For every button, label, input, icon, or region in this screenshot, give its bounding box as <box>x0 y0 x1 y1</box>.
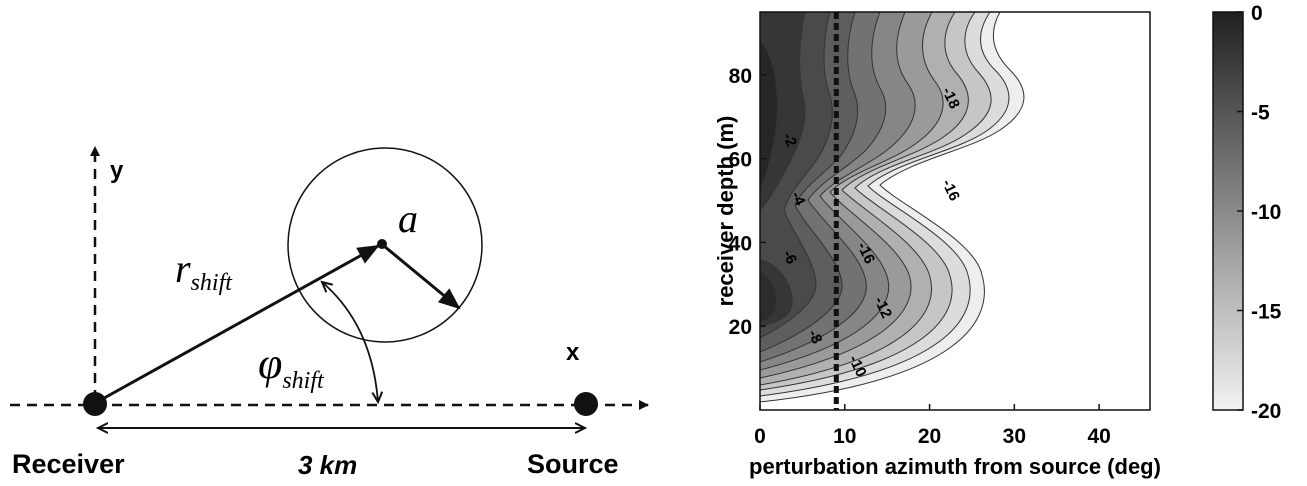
x-ticks: 0 10 20 30 40 <box>754 404 1111 448</box>
phi-shift-label: φshift <box>258 339 325 394</box>
contour-label: -2 <box>779 130 800 149</box>
r-subscript: shift <box>191 270 234 296</box>
contour-label: -6 <box>779 248 800 267</box>
x-axis-label: x <box>566 339 580 366</box>
contour-label: -8 <box>804 327 825 346</box>
contour-core-bottom <box>760 271 777 323</box>
y-axis-label: y <box>110 157 124 184</box>
perturbation-circle <box>287 147 483 343</box>
distance-label: 3 km <box>298 450 357 480</box>
x-axis-title: perturbation azimuth from source (deg) <box>749 454 1161 479</box>
receiver-label: Receiver <box>12 449 125 479</box>
source-label: Source <box>527 449 619 479</box>
colorbar-tick-label: -20 <box>1251 400 1281 423</box>
radius-arrow <box>383 244 461 310</box>
y-tick-label: 80 <box>729 65 752 88</box>
radius-label: a <box>398 196 418 241</box>
y-ticks: 20 40 60 80 <box>729 65 766 339</box>
x-tick-label: 30 <box>1003 425 1026 448</box>
contour-plot: -2-4-6-8-10-12-16-16-18 0 10 20 30 40 204060… <box>713 2 1282 479</box>
colorbar-tick-label: -5 <box>1251 102 1270 125</box>
y-tick-label: 40 <box>729 232 752 255</box>
colorbar-tick-label: 0 <box>1251 2 1263 25</box>
colorbar-tick-label: -10 <box>1251 201 1281 224</box>
contour-fill <box>760 12 1150 410</box>
y-tick-label: 20 <box>729 316 752 339</box>
colorbar: 0 -5 -10 -15 -20 <box>1212 2 1282 423</box>
y-tick-label: 60 <box>729 149 752 172</box>
phi-subscript: shift <box>282 368 325 394</box>
x-tick-label: 20 <box>918 425 941 448</box>
r-shift-label: rshift <box>175 246 233 296</box>
phi-shift-arc <box>322 282 378 402</box>
plot-frame <box>759 11 1151 411</box>
geometry-diagram: y x 3 km Receiver Source a rshift φshift <box>10 146 649 480</box>
x-tick-label: 10 <box>833 425 856 448</box>
contour-core-top <box>760 39 778 191</box>
receiver-dot <box>83 392 107 416</box>
phi-symbol: φ <box>258 339 282 388</box>
source-dot <box>574 392 598 416</box>
colorbar-ticks: 0 -5 -10 -15 -20 <box>1237 2 1282 423</box>
r-symbol: r <box>175 246 191 291</box>
colorbar-tick-label: -15 <box>1251 301 1282 324</box>
r-shift-arrow <box>96 244 380 404</box>
x-tick-label: 40 <box>1087 425 1110 448</box>
x-tick-label: 0 <box>754 425 766 448</box>
y-axis-title: receiver depth (m) <box>713 116 738 307</box>
